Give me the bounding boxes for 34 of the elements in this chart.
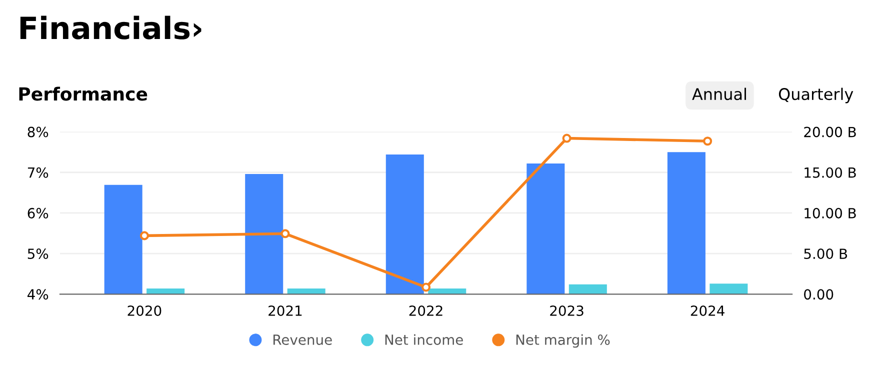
y2-tick-label: 5.00 B [804, 248, 848, 260]
text: Quarterly [778, 88, 854, 104]
point [280, 229, 290, 238]
x-tick-label: 2024 [690, 305, 724, 316]
bar [710, 284, 748, 294]
y2-tick-label: 10.00 B [804, 208, 856, 218]
y2-tick-label: 15.00 B [804, 167, 856, 178]
point [562, 134, 572, 143]
point [421, 282, 431, 292]
bar [245, 174, 284, 294]
bar [526, 163, 565, 294]
bar [667, 152, 706, 294]
point [140, 231, 149, 240]
bar [568, 284, 607, 294]
y2-tick-label: 0.00 [804, 289, 834, 300]
point [703, 136, 712, 146]
y-tick-label: 6% [28, 208, 48, 218]
y2-tick-label: 20.00 B [804, 126, 856, 138]
x-tick-label: 2022 [409, 305, 442, 316]
y-tick-label: 5% [28, 248, 48, 260]
bar [104, 184, 142, 294]
legend-label: Net margin % [516, 334, 610, 348]
x-tick-label: 2021 [268, 305, 302, 316]
text: Annual [692, 88, 746, 100]
x-tick-label: 2020 [128, 305, 162, 316]
x-tick-label: 2023 [550, 305, 584, 316]
y-tick-label: 7% [28, 167, 48, 178]
chart-subtitle: Performance [19, 86, 148, 101]
y-tick-label: 4% [28, 289, 48, 300]
legend-label: Net income [385, 334, 463, 345]
legend-label: Revenue [273, 334, 332, 345]
y-tick-label: 8% [28, 126, 48, 138]
chart-title: Financials› [20, 16, 202, 40]
bar [386, 154, 424, 294]
